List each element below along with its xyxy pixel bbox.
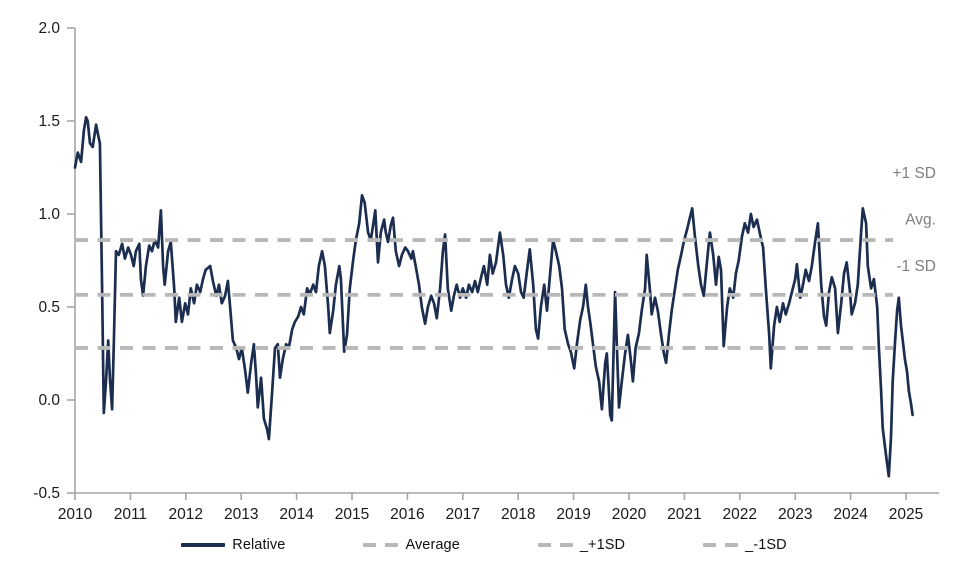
legend-label: Average bbox=[405, 537, 460, 553]
y-tick-label: -0.5 bbox=[33, 485, 60, 502]
x-tick-label: 2014 bbox=[279, 506, 314, 523]
chart-legend: Relative Average _+1SD _-1SD bbox=[0, 537, 968, 553]
x-tick-label: 2010 bbox=[58, 506, 93, 523]
legend-item-1sd: _+1SD bbox=[537, 537, 626, 553]
y-tick-label: 0.5 bbox=[38, 299, 60, 316]
y-tick-label: 0.0 bbox=[38, 392, 60, 409]
x-tick-label: 2025 bbox=[889, 506, 923, 523]
y-tick-label: 1.5 bbox=[38, 113, 60, 130]
y-tick-label: 1.0 bbox=[38, 206, 60, 223]
plus1sd-annotation: +1 SD bbox=[892, 165, 936, 182]
minus1sd-annotation: -1 SD bbox=[896, 258, 936, 275]
x-tick-label: 2016 bbox=[390, 506, 424, 523]
x-tick-label: 2017 bbox=[446, 506, 480, 523]
relative-series-line bbox=[73, 115, 914, 478]
dashed-line-swatch-icon bbox=[703, 543, 739, 547]
x-tick-label: 2015 bbox=[335, 506, 369, 523]
x-tick-label: 2019 bbox=[556, 506, 590, 523]
x-tick-label: 2013 bbox=[224, 506, 258, 523]
x-tick-label: 2022 bbox=[723, 506, 757, 523]
x-tick-label: 2018 bbox=[501, 506, 535, 523]
x-tick-label: 2011 bbox=[114, 506, 147, 523]
legend-item-relative: Relative bbox=[181, 537, 285, 553]
dashed-line-swatch-icon bbox=[363, 543, 399, 547]
dashed-line-swatch-icon bbox=[537, 543, 573, 547]
legend-item-1sd: _-1SD bbox=[703, 537, 787, 553]
x-tick-label: 2023 bbox=[778, 506, 812, 523]
x-tick-label: 2020 bbox=[612, 506, 647, 523]
x-tick-label: 2021 bbox=[667, 506, 701, 523]
legend-item-average: Average bbox=[363, 537, 460, 553]
legend-label: _+1SD bbox=[579, 537, 626, 553]
y-tick-label: 2.0 bbox=[38, 20, 60, 37]
legend-label: _-1SD bbox=[745, 537, 787, 553]
x-tick-label: 2012 bbox=[169, 506, 203, 523]
solid-line-swatch-icon bbox=[181, 543, 226, 547]
x-tick-label: 2024 bbox=[833, 506, 868, 523]
average-annotation: Avg. bbox=[905, 212, 936, 229]
legend-label: Relative bbox=[232, 537, 286, 553]
